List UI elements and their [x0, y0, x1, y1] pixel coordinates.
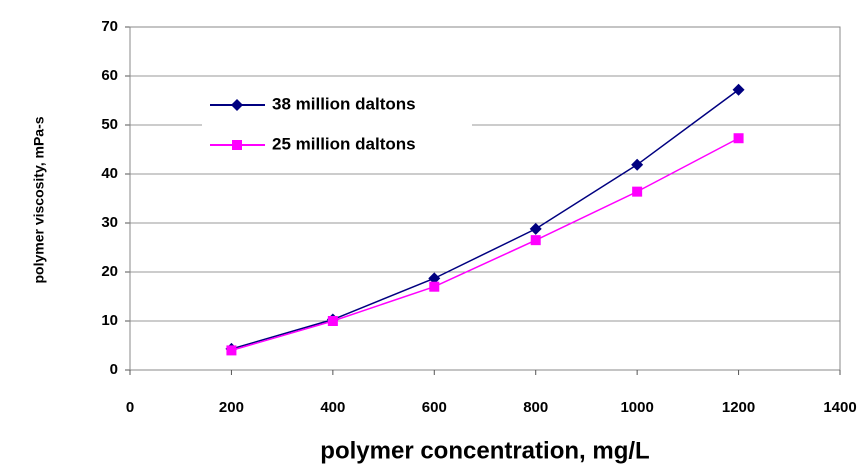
marker [631, 158, 644, 171]
line [231, 137, 739, 352]
plot-border [129, 26, 841, 371]
marker [428, 272, 441, 285]
y-tick-label: 20 [101, 263, 118, 280]
marker [529, 222, 542, 235]
marker [226, 345, 237, 356]
legend-label: 38 million daltons [272, 94, 416, 113]
x-tick-label: 0 [126, 399, 134, 416]
x-tick-label: 1400 [823, 399, 856, 416]
marker [232, 140, 242, 150]
y-tick-label: 50 [101, 116, 118, 133]
marker [530, 235, 541, 246]
y-tick-label: 30 [101, 214, 118, 231]
legend-box [202, 87, 472, 165]
x-tick-label: 600 [422, 399, 447, 416]
y-tick-label: 70 [101, 18, 118, 35]
x-tick-label: 800 [523, 399, 548, 416]
x-tick-label: 400 [320, 399, 345, 416]
x-axis-label: polymer concentration, mg/L [320, 437, 649, 464]
marker [429, 281, 440, 292]
marker [632, 186, 643, 197]
marker [327, 316, 338, 326]
x-tick-label: 1200 [722, 399, 755, 416]
line [231, 89, 740, 350]
marker [733, 133, 744, 144]
x-tick-label: 200 [219, 399, 244, 416]
marker [732, 83, 745, 96]
marker [231, 99, 243, 111]
y-tick-label: 40 [101, 165, 118, 182]
legend-label: 25 million daltons [272, 134, 416, 153]
y-tick-label: 10 [101, 312, 118, 329]
y-tick-label: 0 [110, 361, 118, 378]
x-tick-label: 1000 [620, 399, 653, 416]
y-axis-label: polymer viscosity, mPa-s [31, 116, 47, 283]
y-tick-label: 60 [101, 67, 118, 84]
